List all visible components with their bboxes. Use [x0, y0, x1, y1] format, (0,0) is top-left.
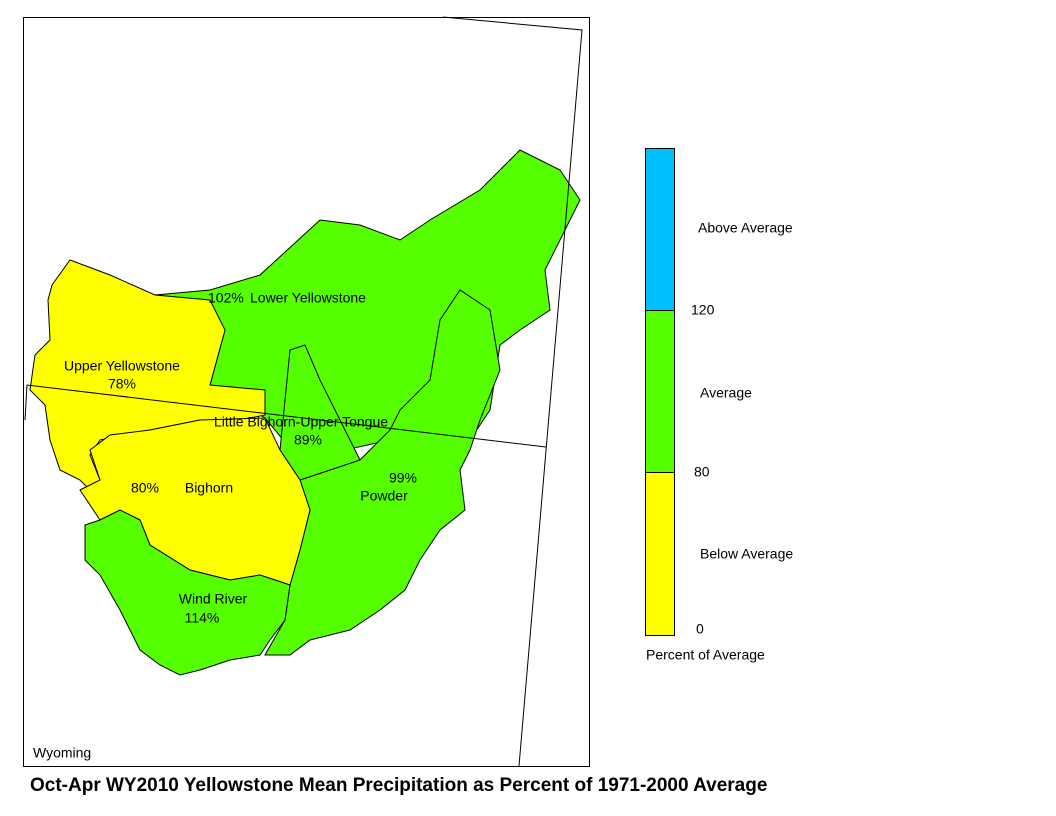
basin-name: Little Bighorn-Upper Tongue [214, 414, 388, 430]
legend-break: 120 [691, 302, 715, 318]
basin-percent: 80% [131, 480, 159, 496]
legend-class-label: Below Average [700, 546, 793, 562]
basin-little-bighorn [279, 344, 361, 481]
basin-percent: 78% [108, 376, 136, 392]
basin-percent: 102% [208, 290, 244, 306]
basin-percent: 89% [294, 432, 322, 448]
legend-swatch [645, 310, 675, 473]
state-label: Wyoming [33, 745, 91, 761]
legend-break: 0 [696, 621, 704, 637]
legend-title: Percent of Average [646, 647, 765, 663]
basin-name: Upper Yellowstone [64, 358, 180, 374]
legend-break: 80 [694, 464, 710, 480]
state-border [24, 384, 547, 448]
legend-class-label: Above Average [698, 220, 793, 236]
map: 102% Lower Yellowstone Upper Yellowstone… [24, 16, 583, 767]
basin-upper-yellowstone [29, 259, 266, 507]
legend-swatch [645, 148, 675, 311]
basin-name: Powder [360, 488, 408, 504]
basin-percent: 114% [185, 610, 220, 626]
legend-swatch [645, 472, 675, 636]
map-title: Oct-Apr WY2010 Yellowstone Mean Precipit… [30, 775, 767, 796]
basin-percent: 99% [389, 470, 417, 486]
basin-name: Bighorn [185, 480, 233, 496]
basin-wind-river [84, 509, 291, 676]
basin-powder [264, 289, 501, 656]
basin-name: Lower Yellowstone [250, 290, 366, 306]
legend-class-label: Average [700, 385, 752, 401]
legend: Above Average Average Below Average 120 … [645, 148, 793, 663]
projection-line [442, 16, 583, 767]
basin-name: Wind River [179, 591, 248, 607]
